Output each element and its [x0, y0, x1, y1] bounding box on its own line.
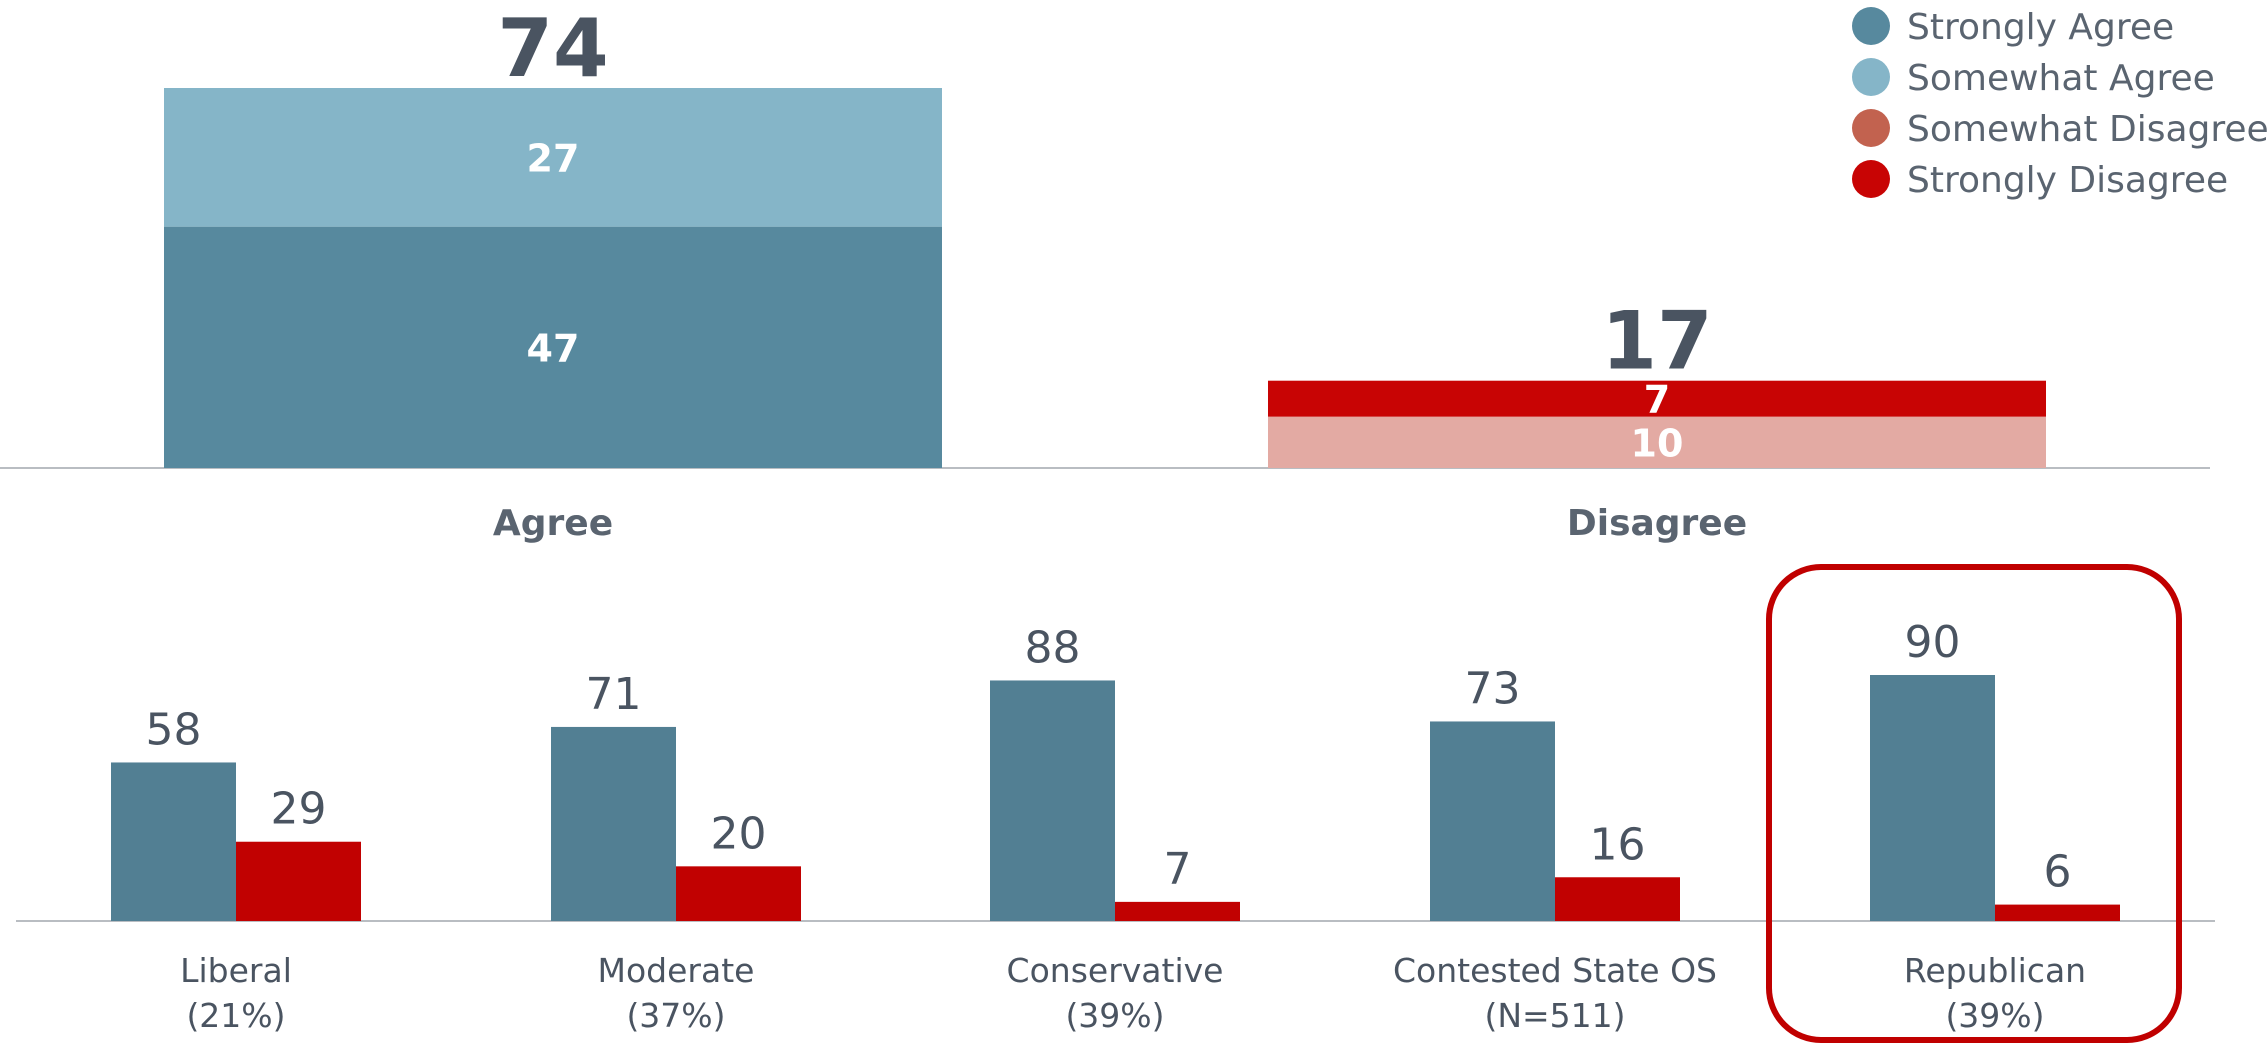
bar-segment-disagree-strongly-disagree [1268, 380, 2046, 417]
legend-label-strongly-disagree: Strongly Disagree [1907, 160, 2228, 201]
legend-marker-strongly-agree [1852, 7, 1890, 45]
bar-agree-republican [1870, 675, 1995, 921]
legend-label-somewhat-disagree: Somewhat Disagree [1907, 109, 2267, 150]
group-label-contested-state-os: Contested State OS [1393, 951, 1717, 990]
segment-label-disagree-somewhat-disagree: 10 [1631, 421, 1684, 465]
value-label-disagree-contested-state-os: 16 [1590, 819, 1646, 870]
bar-segment-agree-strongly-agree [164, 226, 942, 468]
value-label-disagree-liberal: 29 [271, 784, 327, 835]
group-label-moderate: Moderate [598, 951, 755, 990]
legend-label-somewhat-agree: Somewhat Agree [1907, 58, 2215, 99]
bar-disagree-moderate [676, 866, 801, 921]
segment-label-agree-somewhat-agree: 27 [527, 136, 580, 180]
highlight-box-republican [1766, 564, 2182, 1043]
bar-disagree-conservative [1115, 901, 1240, 921]
legend: Strongly Agree Somewhat Agree Somewhat Dis… [1852, 7, 2267, 201]
group-sublabel-liberal: (21%) [186, 996, 285, 1035]
bar-segment-agree-somewhat-agree [164, 88, 942, 227]
value-label-disagree-conservative: 7 [1164, 844, 1192, 895]
bottom-grouped-chart: 58 29 Liberal (21%) 71 20 Moderate (37%) 88 7 Cons… [16, 564, 2215, 1043]
value-label-disagree-republican: 6 [2044, 847, 2072, 898]
group-label-conservative: Conservative [1007, 951, 1224, 990]
group-label-republican: Republican [1904, 951, 2086, 990]
bar-agree-liberal [111, 762, 236, 921]
value-label-agree-liberal: 58 [146, 704, 202, 755]
total-label-agree: 74 [497, 2, 608, 95]
total-label-disagree: 17 [1601, 295, 1712, 388]
group-sublabel-republican: (39%) [1945, 996, 2044, 1035]
value-label-agree-conservative: 88 [1025, 622, 1081, 673]
legend-marker-strongly-disagree [1852, 160, 1890, 198]
bar-disagree-liberal [236, 841, 361, 921]
bar-agree-conservative [990, 680, 1115, 921]
group-sublabel-moderate: (37%) [626, 996, 725, 1035]
bar-agree-moderate [551, 726, 676, 921]
value-label-agree-moderate: 71 [586, 669, 642, 720]
value-label-disagree-moderate: 20 [711, 808, 767, 859]
bar-segment-disagree-somewhat-disagree [1268, 416, 2046, 468]
legend-marker-somewhat-disagree [1852, 109, 1890, 147]
bar-agree-contested-state-os [1430, 721, 1555, 921]
legend-label-strongly-agree: Strongly Agree [1907, 7, 2174, 48]
category-label-agree: Agree [493, 503, 613, 544]
segment-label-disagree-strongly-disagree: 7 [1644, 378, 1670, 422]
value-label-agree-republican: 90 [1905, 617, 1961, 668]
bar-disagree-republican [1995, 904, 2120, 921]
value-label-agree-contested-state-os: 73 [1465, 663, 1521, 714]
segment-label-agree-strongly-agree: 47 [527, 326, 580, 370]
group-sublabel-contested-state-os: (N=511) [1484, 996, 1625, 1035]
group-sublabel-conservative: (39%) [1065, 996, 1164, 1035]
category-label-disagree: Disagree [1567, 503, 1747, 544]
bar-disagree-contested-state-os [1555, 877, 1680, 921]
legend-marker-somewhat-agree [1852, 58, 1890, 96]
group-label-liberal: Liberal [180, 951, 292, 990]
